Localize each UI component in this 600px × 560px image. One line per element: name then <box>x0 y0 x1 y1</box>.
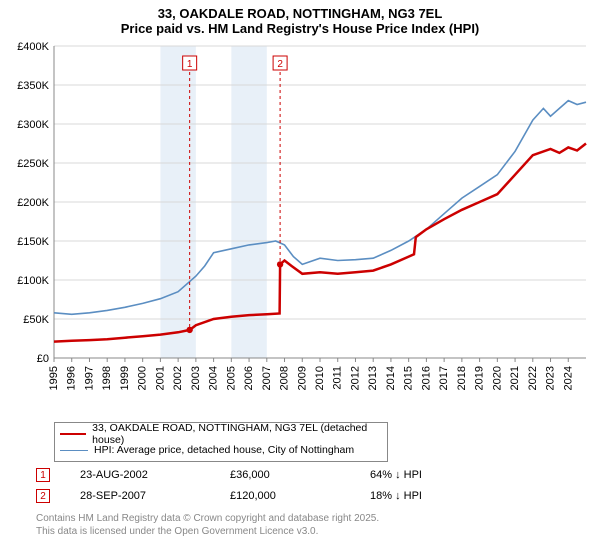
legend-label: 33, OAKDALE ROAD, NOTTINGHAM, NG3 7EL (d… <box>92 422 382 446</box>
svg-text:£50K: £50K <box>23 314 49 326</box>
legend-item: HPI: Average price, detached house, City… <box>60 442 382 458</box>
svg-text:£400K: £400K <box>17 41 49 53</box>
svg-text:2008: 2008 <box>279 366 291 390</box>
svg-text:2005: 2005 <box>225 366 237 390</box>
svg-text:2006: 2006 <box>243 366 255 390</box>
legend-item: 33, OAKDALE ROAD, NOTTINGHAM, NG3 7EL (d… <box>60 426 382 442</box>
svg-text:1996: 1996 <box>66 366 78 390</box>
marker-pct: 18% ↓ HPI <box>370 490 422 502</box>
svg-text:2007: 2007 <box>261 366 273 390</box>
svg-text:2000: 2000 <box>137 366 149 390</box>
svg-text:2003: 2003 <box>190 366 202 390</box>
svg-text:1: 1 <box>187 59 193 70</box>
svg-text:£100K: £100K <box>17 275 49 287</box>
svg-text:2012: 2012 <box>349 366 361 390</box>
svg-text:2009: 2009 <box>296 366 308 390</box>
svg-text:£150K: £150K <box>17 236 49 248</box>
chart-svg: £0 £50K £100K £150K £200K £250K £300K £350K £400… <box>8 40 592 420</box>
svg-text:1998: 1998 <box>101 366 113 390</box>
footer-line2: This data is licensed under the Open Gov… <box>36 525 379 538</box>
marker-price: £120,000 <box>230 490 370 502</box>
legend-swatch <box>60 450 88 451</box>
svg-text:2020: 2020 <box>491 366 503 390</box>
svg-text:£300K: £300K <box>17 119 49 131</box>
svg-text:2015: 2015 <box>403 366 415 390</box>
svg-text:2019: 2019 <box>474 366 486 390</box>
svg-text:1995: 1995 <box>48 366 60 390</box>
footer: Contains HM Land Registry data © Crown c… <box>36 512 379 538</box>
svg-text:2014: 2014 <box>385 366 397 390</box>
marker-info: 1 23-AUG-2002 £36,000 64% ↓ HPI 2 28-SEP… <box>36 464 422 506</box>
marker-date: 23-AUG-2002 <box>80 469 230 481</box>
svg-text:2: 2 <box>277 59 283 70</box>
marker-date: 28-SEP-2007 <box>80 490 230 502</box>
legend: 33, OAKDALE ROAD, NOTTINGHAM, NG3 7EL (d… <box>54 422 388 462</box>
svg-text:2018: 2018 <box>456 366 468 390</box>
svg-text:2017: 2017 <box>438 366 450 390</box>
footer-line1: Contains HM Land Registry data © Crown c… <box>36 512 379 525</box>
marker-badge: 2 <box>36 489 50 503</box>
svg-text:£350K: £350K <box>17 80 49 92</box>
svg-text:2023: 2023 <box>545 366 557 390</box>
svg-text:£0: £0 <box>37 353 49 365</box>
marker-price: £36,000 <box>230 469 370 481</box>
chart-area: £0 £50K £100K £150K £200K £250K £300K £350K £400… <box>8 40 592 420</box>
svg-text:2013: 2013 <box>367 366 379 390</box>
svg-text:1999: 1999 <box>119 366 131 390</box>
svg-text:2016: 2016 <box>420 366 432 390</box>
svg-text:£200K: £200K <box>17 197 49 209</box>
svg-text:2024: 2024 <box>562 366 574 390</box>
title-line2: Price paid vs. HM Land Registry's House … <box>4 21 596 36</box>
svg-text:2021: 2021 <box>509 366 521 390</box>
svg-text:2001: 2001 <box>154 366 166 390</box>
legend-label: HPI: Average price, detached house, City… <box>94 444 354 456</box>
svg-text:2010: 2010 <box>314 366 326 390</box>
marker-row: 1 23-AUG-2002 £36,000 64% ↓ HPI <box>36 464 422 485</box>
marker-pct: 64% ↓ HPI <box>370 469 422 481</box>
legend-swatch <box>60 433 86 435</box>
marker-badge: 1 <box>36 468 50 482</box>
svg-text:1997: 1997 <box>83 366 95 390</box>
svg-text:2011: 2011 <box>332 366 344 390</box>
marker-row: 2 28-SEP-2007 £120,000 18% ↓ HPI <box>36 485 422 506</box>
chart-container: 33, OAKDALE ROAD, NOTTINGHAM, NG3 7EL Pr… <box>0 0 600 560</box>
chart-title: 33, OAKDALE ROAD, NOTTINGHAM, NG3 7EL Pr… <box>0 0 600 38</box>
svg-text:2004: 2004 <box>208 366 220 390</box>
svg-text:2022: 2022 <box>527 366 539 390</box>
title-line1: 33, OAKDALE ROAD, NOTTINGHAM, NG3 7EL <box>4 6 596 21</box>
svg-text:£250K: £250K <box>17 158 49 170</box>
svg-text:2002: 2002 <box>172 366 184 390</box>
